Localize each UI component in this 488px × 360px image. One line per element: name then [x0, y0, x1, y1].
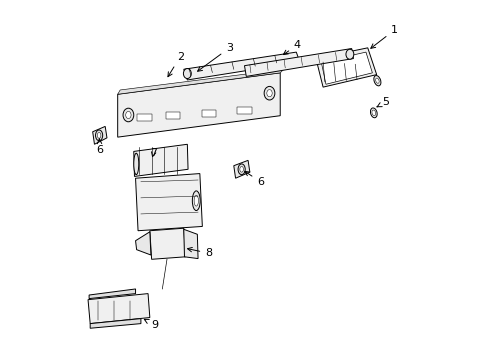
Polygon shape	[118, 73, 280, 137]
Polygon shape	[135, 232, 151, 255]
Text: 8: 8	[187, 247, 212, 258]
Ellipse shape	[373, 76, 380, 86]
Ellipse shape	[238, 164, 244, 175]
Text: 6: 6	[244, 171, 264, 187]
Ellipse shape	[183, 68, 191, 78]
Polygon shape	[149, 228, 185, 259]
Polygon shape	[89, 289, 135, 298]
Text: 1: 1	[370, 25, 397, 48]
FancyBboxPatch shape	[201, 110, 216, 117]
Text: 2: 2	[167, 52, 183, 77]
Ellipse shape	[192, 191, 200, 211]
Ellipse shape	[371, 110, 375, 116]
Ellipse shape	[375, 78, 378, 83]
Text: 4: 4	[283, 40, 300, 55]
Ellipse shape	[240, 166, 243, 172]
Polygon shape	[183, 229, 198, 258]
Text: 7: 7	[149, 148, 157, 158]
Polygon shape	[93, 126, 107, 144]
FancyBboxPatch shape	[237, 107, 251, 114]
Ellipse shape	[194, 195, 198, 206]
Ellipse shape	[264, 86, 274, 100]
FancyBboxPatch shape	[137, 114, 151, 121]
Polygon shape	[118, 69, 283, 94]
Text: 9: 9	[144, 319, 158, 330]
Polygon shape	[134, 144, 188, 176]
Ellipse shape	[125, 111, 131, 118]
Polygon shape	[321, 52, 372, 84]
Polygon shape	[90, 319, 141, 328]
FancyBboxPatch shape	[165, 112, 180, 119]
Polygon shape	[244, 49, 353, 76]
Ellipse shape	[266, 90, 272, 97]
Ellipse shape	[95, 130, 102, 141]
Polygon shape	[135, 174, 202, 231]
Ellipse shape	[134, 153, 139, 175]
Polygon shape	[233, 160, 249, 178]
Text: 5: 5	[376, 97, 388, 107]
Ellipse shape	[345, 49, 353, 59]
Polygon shape	[88, 294, 149, 324]
Ellipse shape	[123, 108, 134, 122]
Ellipse shape	[370, 108, 376, 118]
Polygon shape	[183, 52, 299, 80]
Text: 6: 6	[96, 139, 103, 155]
Polygon shape	[315, 48, 376, 87]
Text: 3: 3	[197, 43, 232, 71]
Ellipse shape	[97, 132, 101, 138]
